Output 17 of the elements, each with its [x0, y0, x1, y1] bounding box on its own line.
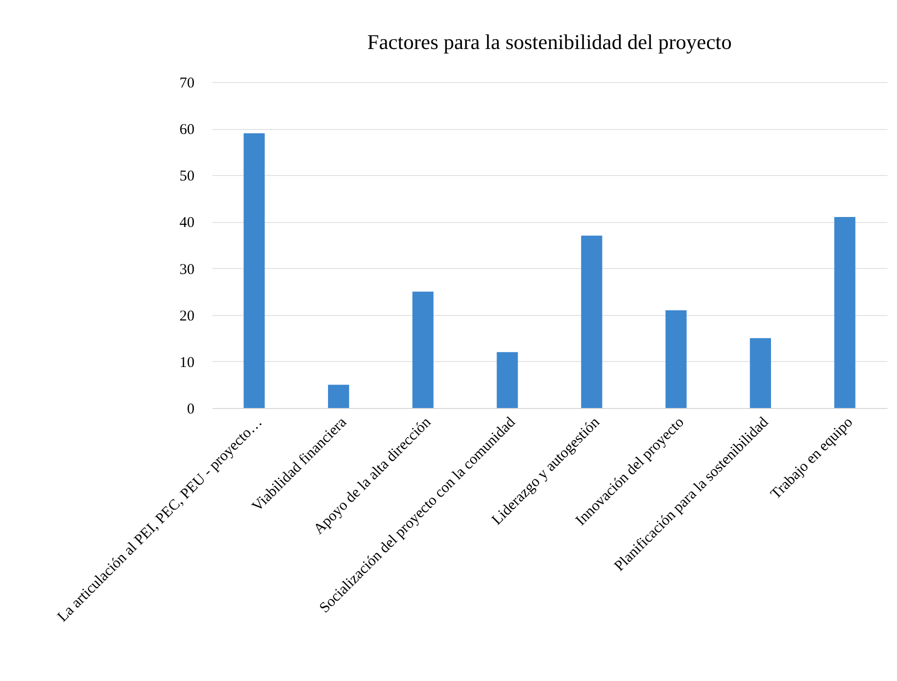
bar [666, 310, 687, 408]
y-tick-label: 50 [180, 168, 194, 185]
y-tick-label: 40 [180, 215, 194, 232]
y-tick-label: 60 [180, 122, 194, 138]
y-tick-label: 20 [180, 308, 194, 324]
bar [581, 236, 602, 408]
bar [750, 338, 771, 408]
bar [412, 292, 434, 408]
bar [244, 133, 265, 408]
y-tick-label: 0 [187, 402, 194, 418]
y-tick-label: 70 [180, 76, 194, 92]
bar [328, 384, 350, 408]
bar [834, 217, 856, 408]
y-tick-label: 10 [180, 354, 194, 371]
bar [496, 352, 518, 408]
y-tick-label: 30 [180, 262, 194, 278]
chart-title: Factores para la sostenibilidad del proyecto [367, 30, 732, 54]
